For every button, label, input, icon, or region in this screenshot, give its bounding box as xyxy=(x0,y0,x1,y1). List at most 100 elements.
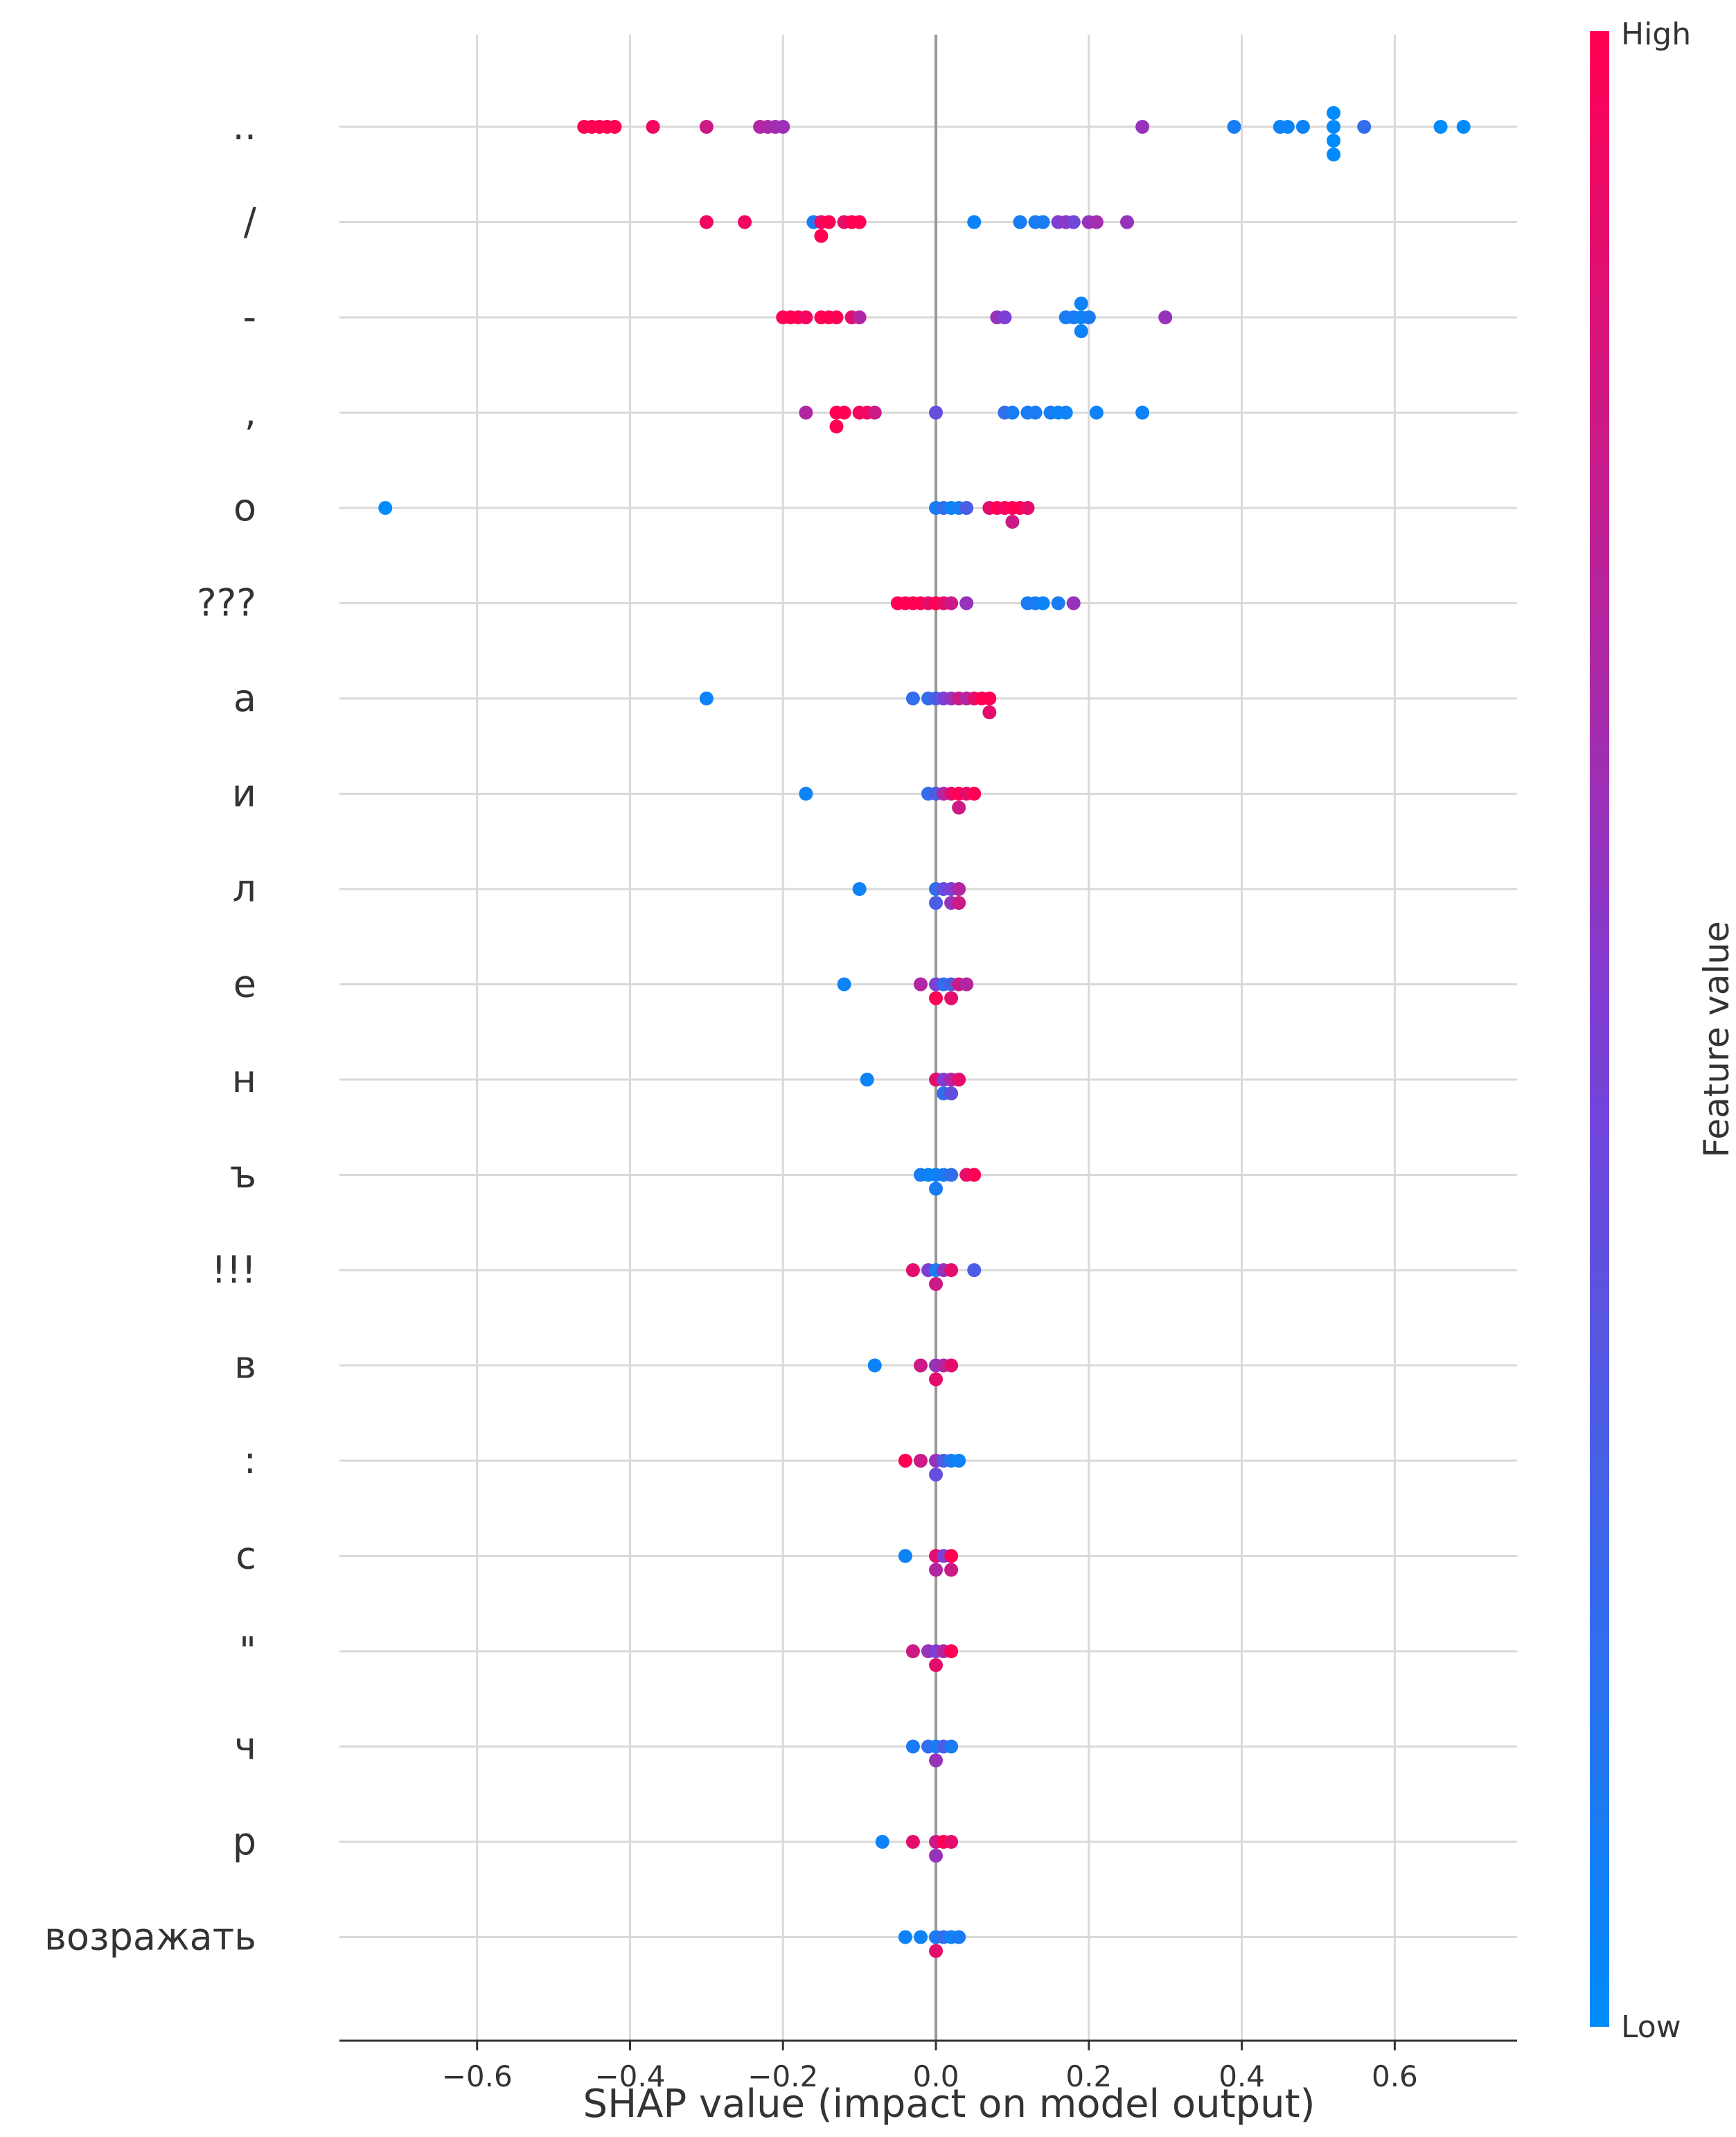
shap-point xyxy=(929,1944,944,1958)
shap-point xyxy=(929,1753,944,1768)
feature-label: с xyxy=(236,1534,256,1578)
shap-point xyxy=(898,1930,912,1944)
shap-point xyxy=(1013,215,1027,229)
shap-point xyxy=(944,1644,959,1658)
shap-point xyxy=(959,977,974,992)
shap-point xyxy=(1020,501,1035,515)
shap-point xyxy=(905,1835,920,1849)
shap-point xyxy=(822,215,836,229)
shap-point xyxy=(799,405,813,420)
shap-point xyxy=(875,1835,889,1849)
shap-point xyxy=(608,120,622,134)
shap-point xyxy=(944,1087,959,1100)
row-gridlines xyxy=(339,125,1517,1938)
shap-point xyxy=(944,991,959,1005)
shap-point xyxy=(952,1073,966,1087)
shap-point xyxy=(799,310,813,324)
feature-label: : xyxy=(244,1439,256,1482)
shap-point xyxy=(982,692,997,705)
shap-point xyxy=(944,1168,959,1182)
shap-point xyxy=(1074,324,1088,338)
shap-point xyxy=(929,1277,944,1291)
shap-point xyxy=(905,692,920,705)
shap-point xyxy=(913,1930,928,1944)
shap-point xyxy=(699,692,714,705)
shap-point xyxy=(852,882,867,896)
shap-point xyxy=(829,310,844,324)
shap-point xyxy=(913,977,928,992)
shap-point xyxy=(967,1168,982,1182)
shap-point xyxy=(967,1263,982,1277)
shap-point xyxy=(1120,215,1135,229)
shap-point xyxy=(944,596,959,610)
shap-point xyxy=(905,1644,920,1658)
shap-point xyxy=(967,786,982,801)
x-tick-label: 0.4 xyxy=(1219,2059,1265,2093)
shap-point xyxy=(913,1454,928,1468)
shap-point xyxy=(929,1658,944,1672)
shap-point xyxy=(967,215,982,229)
x-tick-label: 0.6 xyxy=(1372,2059,1418,2093)
shap-points xyxy=(378,106,1471,1958)
x-tick-label: −0.4 xyxy=(594,2059,665,2093)
shap-point xyxy=(929,991,944,1005)
shap-point xyxy=(699,215,714,229)
feature-label: н xyxy=(232,1057,256,1101)
shap-point xyxy=(1059,405,1073,420)
shap-point xyxy=(898,1454,912,1468)
shap-point xyxy=(852,310,867,324)
shap-point xyxy=(776,120,790,134)
shap-point xyxy=(1135,120,1150,134)
shap-point xyxy=(929,1849,944,1863)
feature-label: " xyxy=(239,1629,256,1673)
shap-point xyxy=(1280,120,1295,134)
feature-label: - xyxy=(243,295,257,339)
feature-label: о xyxy=(233,486,256,529)
shap-point xyxy=(959,501,974,515)
x-tick-label: 0.2 xyxy=(1065,2059,1112,2093)
shap-point xyxy=(929,1468,944,1481)
shap-point xyxy=(814,229,829,243)
feature-label: е xyxy=(233,962,256,1006)
feature-label: возражать xyxy=(44,1915,256,1959)
x-tick-label: −0.2 xyxy=(747,2059,818,2093)
shap-point xyxy=(944,1263,959,1277)
shap-point xyxy=(905,1739,920,1754)
feature-label: р xyxy=(233,1820,256,1863)
shap-point xyxy=(929,1563,944,1577)
shap-point xyxy=(929,1181,944,1196)
shap-point xyxy=(944,1739,959,1754)
colorbar-high-label: High xyxy=(1621,17,1691,52)
x-tick-label: 0.0 xyxy=(913,2059,959,2093)
shap-point xyxy=(1005,515,1020,529)
shap-point xyxy=(1158,310,1173,324)
shap-point xyxy=(1051,596,1065,610)
shap-point xyxy=(867,405,882,420)
colorbar xyxy=(1590,31,1609,2027)
shap-point xyxy=(982,705,997,719)
shap-point xyxy=(1074,297,1088,310)
shap-point xyxy=(867,1358,882,1373)
shap-point xyxy=(1066,596,1081,610)
feature-label: л xyxy=(232,867,256,911)
shap-point xyxy=(1036,596,1050,610)
shap-point xyxy=(1433,120,1448,134)
shap-point xyxy=(913,1358,928,1373)
shap-point xyxy=(898,1549,912,1563)
shap-point xyxy=(860,1073,874,1087)
shap-point xyxy=(959,596,974,610)
shap-point xyxy=(1028,405,1043,420)
x-tick-labels: −0.6 −0.4 −0.2 0.0 0.2 0.4 0.6 xyxy=(442,2041,1418,2093)
shap-point xyxy=(1327,134,1341,148)
shap-point xyxy=(905,1263,920,1277)
shap-point xyxy=(852,215,867,229)
shap-point xyxy=(738,215,752,229)
shap-point xyxy=(1081,310,1096,324)
feature-label: / xyxy=(244,200,257,244)
shap-point xyxy=(646,120,660,134)
feature-label: , xyxy=(245,391,256,434)
feature-label: а xyxy=(233,676,256,720)
shap-point xyxy=(1066,215,1081,229)
shap-point xyxy=(1357,120,1372,134)
